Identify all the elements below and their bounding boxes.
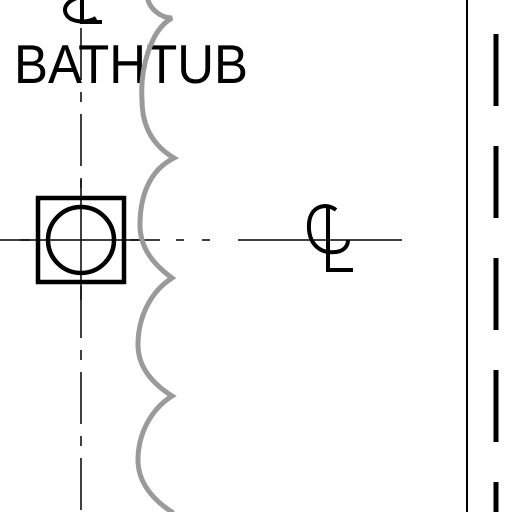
drain-symbol — [20, 180, 142, 300]
bathtub-label: BATHTUB — [14, 33, 248, 95]
centerline-symbol-top — [63, 0, 102, 24]
shower-curtain — [135, 0, 180, 512]
centerline-symbol — [306, 204, 353, 272]
